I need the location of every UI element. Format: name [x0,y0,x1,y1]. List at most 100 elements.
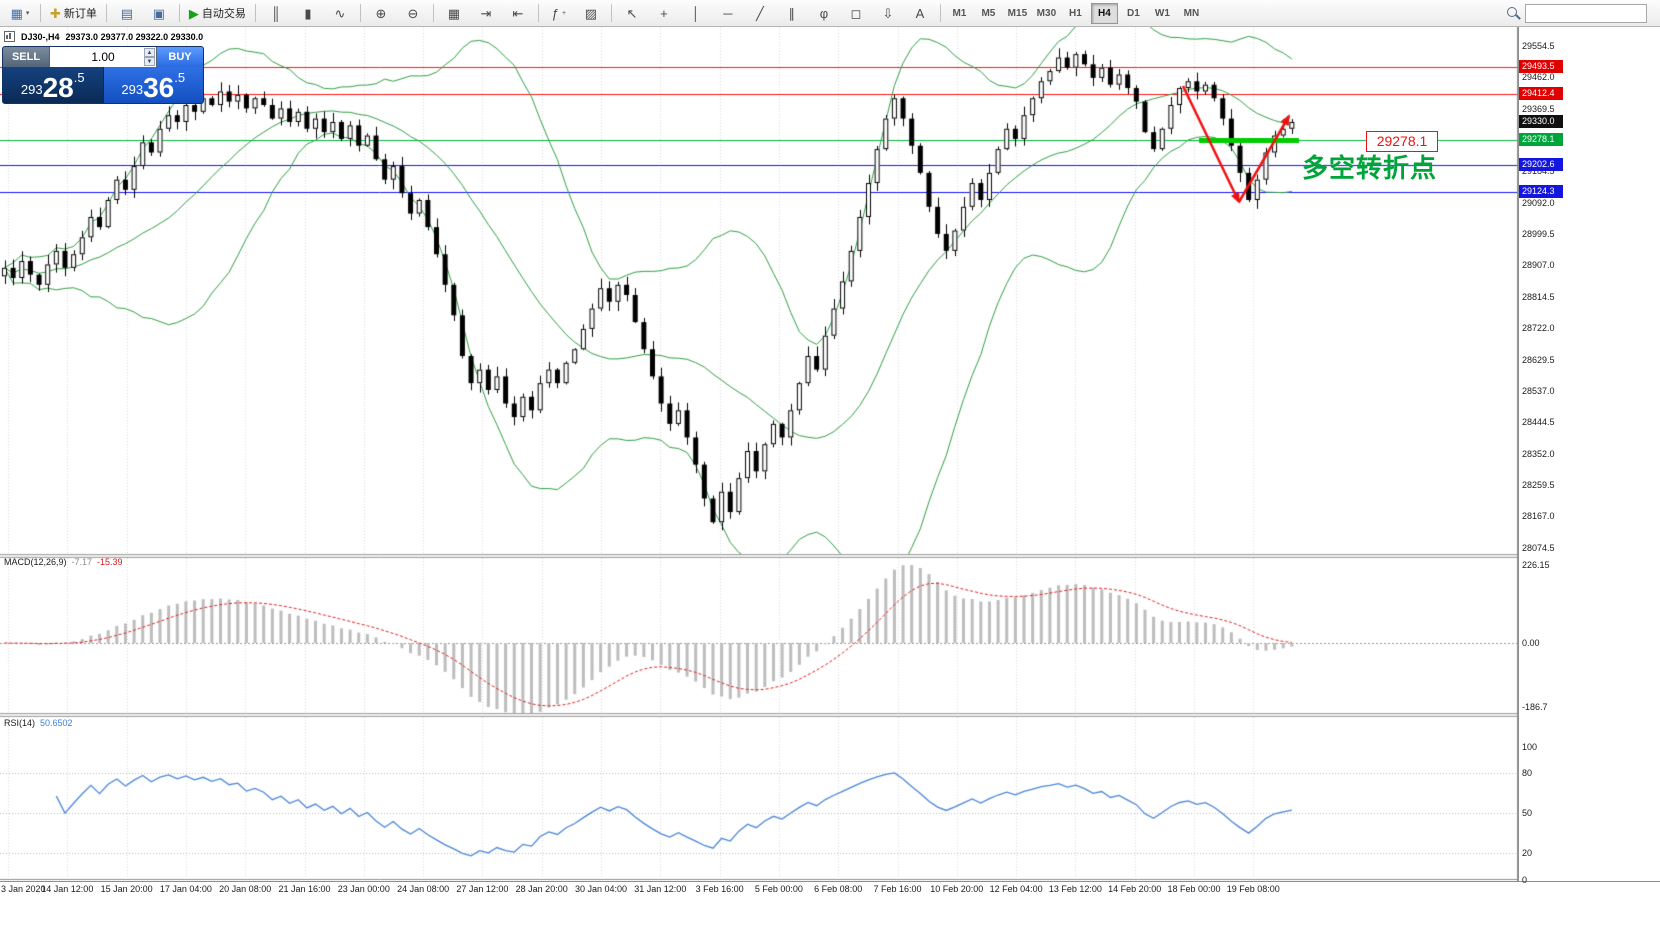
indicators-button[interactable]: ƒ + [544,1,574,25]
line-chart-button[interactable]: ∿ [325,1,355,25]
tile-windows-button[interactable]: ▦ [439,1,469,25]
price-axis-label: 28814.5 [1522,291,1555,302]
timeframe-m5-button[interactable]: M5 [981,7,996,19]
indicators-icon: ƒ [551,5,559,21]
templates-button[interactable]: ▨ [576,1,606,25]
crosshair-icon: + [660,5,668,21]
trendline-button[interactable]: ╱ [745,1,775,25]
timeframe-m30-button[interactable]: M30 [1036,7,1057,19]
chart-icon [4,31,15,42]
timeframe-w1-button[interactable]: W1 [1154,7,1170,19]
price-axis-label: 29184.5 [1522,166,1555,177]
fibonacci-button[interactable]: φ [809,1,839,25]
time-axis-label: 12 Feb 04:00 [989,884,1043,894]
arrows-button[interactable]: ⇩ [873,1,903,25]
new-order-button[interactable]: ✚ 新订单 [46,1,101,25]
auto-scroll-button[interactable]: ⇥ [471,1,501,25]
chart-window-icon-extra: ▾ [25,10,30,17]
time-axis-label: 24 Jan 08:00 [397,884,450,894]
vertical-line-button[interactable]: │ [681,1,711,25]
time-axis-label: 21 Jan 16:00 [278,884,331,894]
time-axis-label: 30 Jan 04:00 [574,884,628,894]
toolbar-separator [610,4,612,22]
time-axis-label: 19 Feb 08:00 [1226,884,1280,894]
volume-decrease-button[interactable] [144,57,155,66]
chart-shift-icon: ⇤ [512,5,524,21]
price-axis-label: 28722.0 [1522,323,1555,334]
volume-spinner [144,48,155,66]
price-annotation: 29278.1 [1366,131,1438,152]
macd-label: MACD(12,26,9) -7.17 -15.39 [4,557,123,567]
zoom-in-button[interactable]: ⊕ [366,1,396,25]
timeframe-h4-button[interactable]: H4 [1090,2,1118,24]
auto-trading-button[interactable]: ▶ 自动交易 [185,1,250,25]
volume-field[interactable]: 1.00 [49,47,157,67]
toolbar-separator [254,4,256,22]
zoom-out-button[interactable]: ⊖ [398,1,428,25]
candlestick-chart-button[interactable]: ▮ [293,1,323,25]
time-axis-label: 27 Jan 12:00 [456,884,509,894]
buy-price[interactable]: 293 36.5 [102,67,203,103]
sell-price[interactable]: 293 28.5 [3,67,103,103]
navigator-icon: ▣ [152,5,166,21]
rsi-axis-label: 0 [1522,875,1528,885]
toolbar-separator [178,4,180,22]
volume-value: 1.00 [91,50,115,64]
template-icon: ▨ [584,5,598,21]
channel-button[interactable]: ∥ [777,1,807,25]
macd-name: MACD(12,26,9) [4,557,67,567]
horizontal-line-button[interactable]: ─ [713,1,743,25]
time-axis-label: 23 Jan 00:00 [337,884,390,894]
buy-button[interactable]: BUY [157,47,203,67]
shapes-icon: ◻ [850,5,862,21]
macd-value: -7.17 [71,557,93,567]
timeframe-m1-button[interactable]: M1 [952,7,967,19]
chart-canvas[interactable] [0,27,1518,881]
zoom-out-icon: ⊖ [407,5,419,21]
auto-trading-button-label: 自动交易 [201,8,246,20]
sell-button[interactable]: SELL [3,47,49,67]
bar-chart-icon: ║ [271,5,281,21]
time-axis-label: 20 Jan 08:00 [219,884,272,894]
tile-windows-icon: ▦ [447,5,461,21]
timeframe-h1-button[interactable]: H1 [1069,7,1082,19]
time-axis-label: 10 Feb 20:00 [930,884,984,894]
text-button[interactable]: A [905,1,935,25]
navigator-button[interactable]: ▣ [144,1,174,25]
price-tag: 29493.5 [1519,59,1563,73]
cursor-button[interactable]: ↖ [617,1,647,25]
rsi-value: 50.6502 [40,718,73,728]
price-axis-label: 28074.5 [1522,542,1555,553]
macd-axis-label: 0.00 [1522,638,1540,648]
timeframe-mn-button[interactable]: MN [1183,7,1200,19]
volume-increase-button[interactable] [144,48,155,57]
market-watch-icon: ▤ [120,5,134,21]
toolbar-separator [105,4,107,22]
time-axis-label: 14 Feb 20:00 [1108,884,1162,894]
timeframe-d1-button[interactable]: D1 [1127,7,1140,19]
bar-chart-button[interactable]: ║ [261,1,291,25]
toolbar-separator [432,4,434,22]
buy-price-big: 36 [143,72,175,103]
search-input[interactable] [1525,3,1647,23]
shapes-button[interactable]: ◻ [841,1,871,25]
price-axis-label: 28907.0 [1522,260,1555,271]
rsi-axis-label: 20 [1522,848,1533,859]
time-axis-label: 31 Jan 12:00 [634,884,687,894]
time-axis-label: 17 Jan 04:00 [159,884,212,894]
sell-price-suffix: .5 [73,70,85,85]
timeframe-m15-button[interactable]: M15 [1007,7,1028,19]
charts-menu-button[interactable]: ▦ ▾ [5,1,35,25]
new-order-icon: ✚ [50,5,61,21]
time-axis-label: 7 Feb 16:00 [873,884,922,894]
toolbar-separator [40,4,41,22]
crosshair-button[interactable]: + [649,1,679,25]
arrows-icon: ⇩ [882,5,894,21]
search-icon [1507,6,1520,20]
line-chart-icon: ∿ [334,5,346,21]
market-watch-button[interactable]: ▤ [112,1,142,25]
chart-window-icon: ▦ [10,5,23,21]
trendline-icon: ╱ [755,5,764,21]
chart-shift-button[interactable]: ⇤ [503,1,533,25]
